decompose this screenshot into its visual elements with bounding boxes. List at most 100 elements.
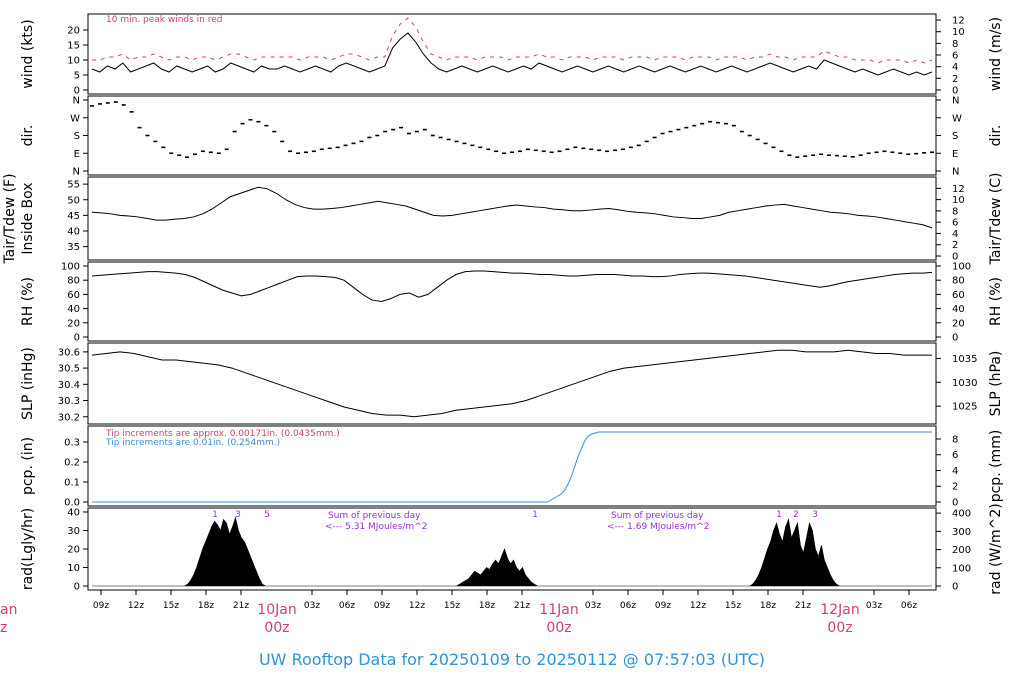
left-axis-label-rh: RH (%) (20, 277, 36, 326)
right-tick-label-rh: 80 (952, 276, 965, 287)
radiation-day-marker: 3 (812, 510, 818, 520)
x-tick-label: 12z (128, 601, 144, 611)
left-tick-label-temperature: 35 (67, 242, 80, 253)
left-tick-label-rh: 40 (67, 304, 80, 315)
right-tick-label-radiation: 400 (952, 509, 971, 520)
right-tick-label-precipitation: 2 (952, 482, 958, 493)
cut-day-date-label: an (0, 602, 17, 618)
right-axis-label-direction: dir. (988, 125, 1004, 147)
left-tick-label-precipitation: 0.0 (64, 498, 80, 509)
right-tick-label-wind: 10 (952, 27, 965, 38)
left-tick-label-wind: 10 (67, 56, 80, 67)
left-tick-label-pressure: 30.2 (58, 412, 80, 423)
x-tick-label: 06z (901, 601, 917, 611)
left-tick-label-temperature: 50 (67, 195, 80, 206)
right-axis-label-radiation: rad (W/m^2) (988, 503, 1004, 594)
left-tick-label-precipitation: 0.2 (64, 458, 80, 469)
panel-frame-temperature (87, 176, 937, 261)
right-tick-label-rh: 20 (952, 318, 965, 329)
right-tick-label-precipitation: 0 (952, 498, 958, 509)
rad-annotation-1-line2: <--- 5.31 MJoules/m^2 (325, 522, 427, 532)
panel-frame-precipitation (87, 425, 937, 507)
pressure-line-0 (91, 349, 932, 418)
right-axis-label-precipitation: pcp. (mm) (988, 430, 1004, 503)
left-tick-label-pressure: 30.3 (58, 396, 80, 407)
right-tick-label-radiation: 200 (952, 545, 971, 556)
x-tick-label: 15z (163, 601, 179, 611)
left-tick-label-precipitation: 0.3 (64, 438, 80, 449)
right-axis-label-pressure: SLP (hPa) (988, 351, 1004, 417)
tick-layer: 05101520024681012NESWNNESWN3540455055024… (58, 16, 978, 611)
right-tick-label-direction: N (952, 167, 959, 178)
cut-day-time-label: z (0, 620, 7, 636)
left-tick-label-pressure: 30.4 (58, 380, 80, 391)
radiation-day-marker: 5 (264, 510, 270, 520)
left-tick-label-temperature: 40 (67, 227, 80, 238)
wind-line-0 (91, 32, 933, 76)
left-tick-label-temperature: 55 (67, 180, 80, 191)
left-tick-label-radiation: 40 (67, 508, 80, 519)
wind-annotation: 10 min. peak winds in red (106, 15, 223, 25)
left-axis-label-radiation: rad(Lgly/hr) (20, 508, 36, 590)
left-tick-label-wind: 15 (67, 41, 80, 52)
panel-frame-wind (87, 13, 937, 95)
temperature-line-0 (91, 186, 933, 229)
right-tick-label-wind: 2 (952, 74, 958, 85)
radiation-day-marker: 1 (532, 510, 538, 520)
right-tick-label-direction: E (952, 149, 958, 160)
day-date-label: 11Jan (539, 602, 578, 618)
panel-frame-direction (87, 95, 937, 176)
left-tick-label-rh: 100 (61, 262, 80, 273)
right-tick-label-direction: N (952, 96, 959, 107)
right-tick-label-direction: W (952, 113, 962, 124)
left-axis-label-pressure: SLP (inHg) (20, 347, 36, 420)
x-tick-label: 18z (198, 601, 214, 611)
left-tick-label-pressure: 30.6 (58, 347, 80, 358)
x-tick-label: 12z (690, 601, 706, 611)
left-axis-label-wind: wind (kts) (20, 19, 36, 88)
right-axis-label-temperature: Tair/Tdew (C) (988, 173, 1004, 266)
left-tick-label-radiation: 20 (67, 545, 80, 556)
left-tick-label-wind: 20 (67, 26, 80, 37)
pcp-annotation-blue: Tip increments are 0.01in. (0.254mm.) (105, 438, 280, 448)
right-tick-label-pressure: 1025 (952, 402, 977, 413)
right-tick-label-direction: S (952, 131, 958, 142)
day-date-label: 12Jan (820, 602, 859, 618)
pcp-annotation-red: Tip increments are approx. 0.00171in. (0… (105, 429, 340, 439)
radiation-day-marker: 3 (235, 510, 241, 520)
x-tick-label: 21z (795, 601, 811, 611)
right-tick-label-pressure: 1035 (952, 354, 977, 365)
left-axis-label-precipitation: pcp. (in) (20, 437, 36, 495)
right-tick-label-rh: 100 (952, 262, 971, 273)
right-tick-label-radiation: 0 (952, 582, 958, 593)
left-tick-label-direction: W (70, 113, 80, 124)
x-tick-label: 06z (620, 601, 636, 611)
left-tick-label-precipitation: 0.1 (64, 478, 80, 489)
x-tick-label: 18z (479, 601, 495, 611)
x-tick-label: 03z (866, 601, 882, 611)
day-time-label: 00z (264, 620, 289, 636)
left-tick-label-rh: 20 (67, 318, 80, 329)
panel-frame-pressure (87, 342, 937, 425)
right-tick-label-pressure: 1030 (952, 378, 977, 389)
right-tick-label-temperature: 10 (952, 195, 965, 206)
right-tick-label-precipitation: 6 (952, 450, 958, 461)
precipitation-line-0 (92, 431, 932, 503)
x-tick-label: 03z (585, 601, 601, 611)
panel-frames (87, 13, 937, 591)
left-axis-label-temperature: Tair/Tdew (F) (2, 173, 18, 264)
x-tick-label: 09z (374, 601, 390, 611)
right-tick-label-wind: 6 (952, 51, 958, 62)
right-tick-label-precipitation: 8 (952, 434, 958, 445)
right-tick-label-wind: 12 (952, 16, 965, 27)
left-tick-label-pressure: 30.5 (58, 364, 80, 375)
x-tick-label: 03z (304, 601, 320, 611)
x-tick-label: 21z (514, 601, 530, 611)
x-tick-label: 09z (655, 601, 671, 611)
right-tick-label-wind: 8 (952, 39, 958, 50)
right-tick-label-temperature: 2 (952, 240, 958, 251)
x-tick-label: 15z (444, 601, 460, 611)
right-tick-label-precipitation: 4 (952, 466, 958, 477)
rad-annotation-2-line2: <--- 1.69 MJoules/m^2 (607, 522, 709, 532)
